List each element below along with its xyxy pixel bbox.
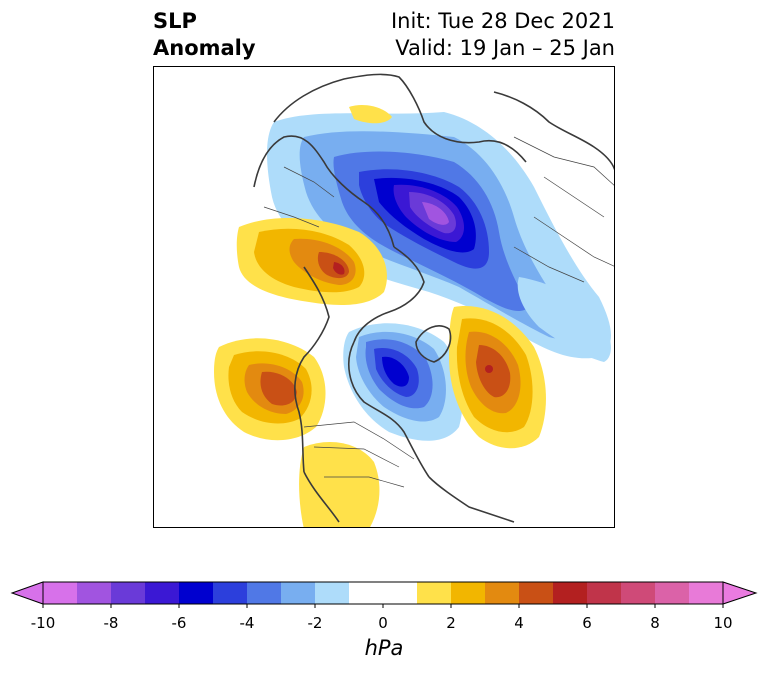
colorbar-bin	[213, 582, 247, 604]
colorbar-tick-label: 4	[514, 614, 524, 632]
colorbar-bin	[281, 582, 315, 604]
colorbar-bin	[451, 582, 485, 604]
colorbar-extend-high	[722, 581, 758, 605]
colorbar-bin	[77, 582, 111, 604]
colorbar-bin	[111, 582, 145, 604]
colorbar-bin	[621, 582, 655, 604]
low-anomaly-canada	[343, 323, 463, 441]
colorbar-bin	[689, 582, 723, 604]
colorbar-bin	[247, 582, 281, 604]
colorbar-bin	[485, 582, 519, 604]
colorbar-bin	[43, 582, 77, 604]
colorbar-bin	[145, 582, 179, 604]
colorbar-tick-label: 0	[378, 614, 388, 632]
colorbar-bin	[315, 582, 349, 604]
high-anomaly-atlantic	[236, 217, 387, 305]
colorbar-tick-label: 8	[650, 614, 660, 632]
colorbar-tick-label: -4	[239, 614, 255, 632]
title-left: SLP Anomaly	[153, 8, 256, 62]
low-anomaly-siberia	[267, 112, 612, 362]
anomaly-map	[214, 73, 614, 527]
colorbar-tick-label: -6	[171, 614, 187, 632]
init-date: Init: Tue 28 Dec 2021	[390, 9, 615, 33]
colorbar-tick-label: -8	[103, 614, 119, 632]
title-variable: SLP	[153, 9, 197, 33]
colorbar-bin	[519, 582, 553, 604]
colorbar-bin	[587, 582, 621, 604]
coastlines	[253, 73, 614, 523]
high-anomaly-pacific	[449, 306, 546, 449]
high-anomaly-west	[214, 338, 326, 441]
colorbar-bin	[655, 582, 689, 604]
colorbar-extend-low	[10, 581, 44, 605]
colorbar	[10, 581, 758, 608]
colorbar-tick-label: 6	[582, 614, 592, 632]
colorbar-bin	[553, 582, 587, 604]
colorbar-tick-label: -10	[30, 614, 56, 632]
title-right: Init: Tue 28 Dec 2021 Valid: 19 Jan – 25…	[391, 8, 615, 62]
colorbar-tick-label: -2	[307, 614, 323, 632]
title-field: Anomaly	[153, 36, 256, 60]
colorbar-bin	[179, 582, 213, 604]
high-anomaly-small-north	[349, 105, 392, 124]
borders	[263, 136, 614, 488]
high-anomaly-small-south	[299, 442, 380, 527]
valid-range: Valid: 19 Jan – 25 Jan	[395, 36, 615, 60]
map-panel	[153, 66, 615, 528]
colorbar-tick-label: 2	[446, 614, 456, 632]
colorbar-unit: hPa	[364, 636, 404, 660]
colorbar-tick-label: 10	[713, 614, 733, 632]
colorbar-bin	[349, 582, 417, 604]
colorbar-bin	[417, 582, 451, 604]
